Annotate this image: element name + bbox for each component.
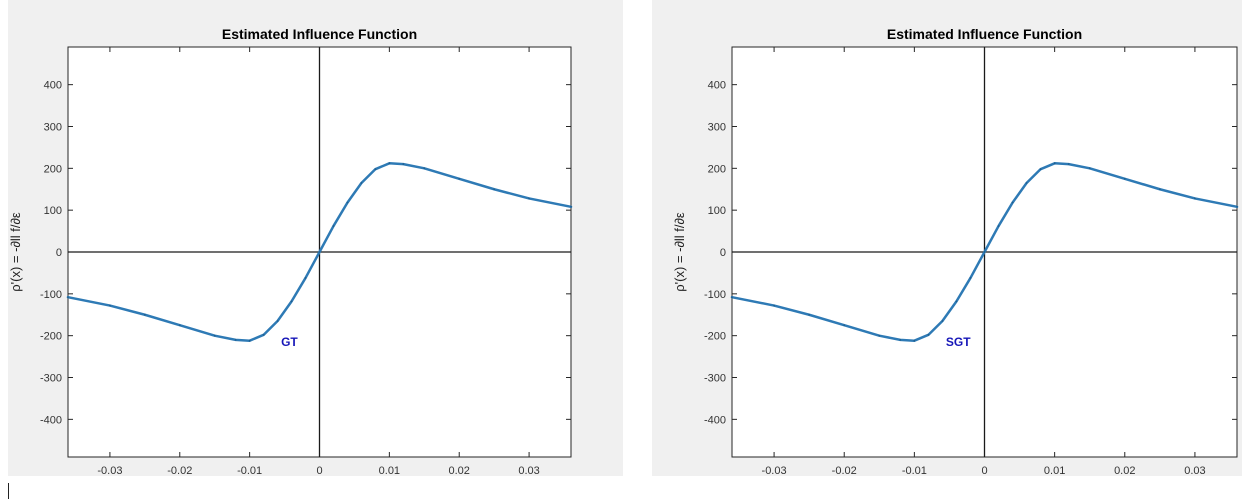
figure-left: Estimated Influence Function ρ'(x) = -∂ll…: [8, 0, 623, 496]
y-tick-label: -300: [40, 373, 62, 385]
data-point: [388, 162, 391, 165]
data-point: [941, 320, 944, 322]
y-tick-label: -200: [40, 331, 62, 343]
data-point: [318, 251, 321, 253]
x-tick-label: -0.02: [167, 465, 192, 476]
data-point: [955, 300, 958, 303]
x-tick-label: -0.01: [237, 465, 262, 476]
y-tick-label: 300: [708, 121, 726, 133]
data-point: [332, 225, 335, 227]
data-point: [493, 188, 496, 191]
data-point: [109, 304, 111, 307]
x-tick-label: -0.02: [832, 465, 857, 476]
chart-title: Estimated Influence Function: [222, 26, 417, 42]
data-point: [983, 251, 986, 253]
y-tick-label: -400: [704, 414, 726, 426]
data-point: [1158, 188, 1161, 191]
data-point: [878, 334, 881, 337]
influence-chart-right: Estimated Influence Function ρ'(x) = -∂ll…: [672, 26, 1239, 496]
data-point: [276, 320, 279, 322]
data-point: [1236, 205, 1238, 208]
x-tick-label: 0.01: [1044, 465, 1065, 476]
curve-annotation-label: GT: [281, 335, 298, 349]
data-point: [290, 300, 293, 303]
data-point: [360, 182, 363, 184]
data-point: [1039, 168, 1042, 171]
data-point: [773, 304, 775, 307]
y-tick-label: -200: [704, 331, 726, 343]
x-tick-label: 0.02: [1114, 465, 1135, 476]
data-point: [843, 324, 846, 327]
y-tick-label: 400: [44, 80, 62, 92]
data-point: [143, 313, 146, 316]
x-tick-label: 0.02: [449, 465, 470, 476]
y-tick-label: 100: [708, 205, 726, 217]
data-point: [374, 168, 377, 171]
data-point: [570, 205, 572, 208]
data-point: [1011, 201, 1014, 204]
data-point: [528, 197, 530, 200]
y-tick-label: -100: [704, 289, 726, 301]
data-point: [927, 333, 930, 336]
figure-right: Estimated Influence Function ρ'(x) = -∂ll…: [652, 0, 1242, 496]
y-tick-label: -100: [40, 289, 62, 301]
x-tick-label: 0: [316, 465, 322, 476]
x-tick-label: -0.03: [762, 465, 787, 476]
data-point: [402, 163, 405, 166]
data-point: [346, 201, 349, 204]
y-tick-label: 0: [56, 247, 62, 259]
data-point: [458, 177, 461, 180]
text-cursor: [8, 483, 9, 499]
chart-title: Estimated Influence Function: [887, 26, 1082, 42]
y-tick-label: -400: [40, 414, 62, 426]
y-tick-label: 100: [44, 205, 62, 217]
y-tick-label: -300: [704, 373, 726, 385]
data-point: [997, 225, 1000, 227]
data-point: [1025, 182, 1028, 184]
curve-annotation-label: SGT: [946, 335, 971, 349]
x-tick-label: 0.03: [1184, 465, 1205, 476]
data-point: [67, 296, 69, 299]
data-point: [423, 167, 426, 170]
x-tick-label: 0: [981, 465, 987, 476]
data-point: [1194, 197, 1196, 200]
data-point: [808, 313, 811, 316]
y-axis-label: ρ'(x) = -∂ll f/∂ε: [672, 212, 687, 292]
data-point: [1123, 177, 1126, 180]
data-point: [178, 324, 181, 327]
data-point: [1088, 167, 1091, 170]
data-point: [213, 334, 216, 337]
x-tick-label: -0.03: [97, 465, 122, 476]
influence-chart-left: Estimated Influence Function ρ'(x) = -∂ll…: [8, 26, 573, 496]
data-point: [262, 333, 265, 336]
y-axis-label: ρ'(x) = -∂ll f/∂ε: [8, 212, 23, 292]
y-tick-label: 200: [708, 163, 726, 175]
data-point: [899, 338, 902, 341]
data-point: [731, 296, 733, 299]
data-point: [1053, 162, 1056, 165]
data-point: [1067, 163, 1070, 166]
data-point: [913, 339, 916, 342]
y-tick-label: 0: [720, 247, 726, 259]
x-tick-label: -0.01: [902, 465, 927, 476]
y-tick-label: 200: [44, 163, 62, 175]
data-point: [969, 277, 972, 279]
x-tick-label: 0.01: [379, 465, 400, 476]
x-tick-label: 0.03: [518, 465, 539, 476]
y-tick-label: 400: [708, 80, 726, 92]
data-point: [304, 277, 307, 279]
data-point: [234, 338, 237, 341]
data-point: [248, 339, 251, 342]
y-tick-label: 300: [44, 121, 62, 133]
